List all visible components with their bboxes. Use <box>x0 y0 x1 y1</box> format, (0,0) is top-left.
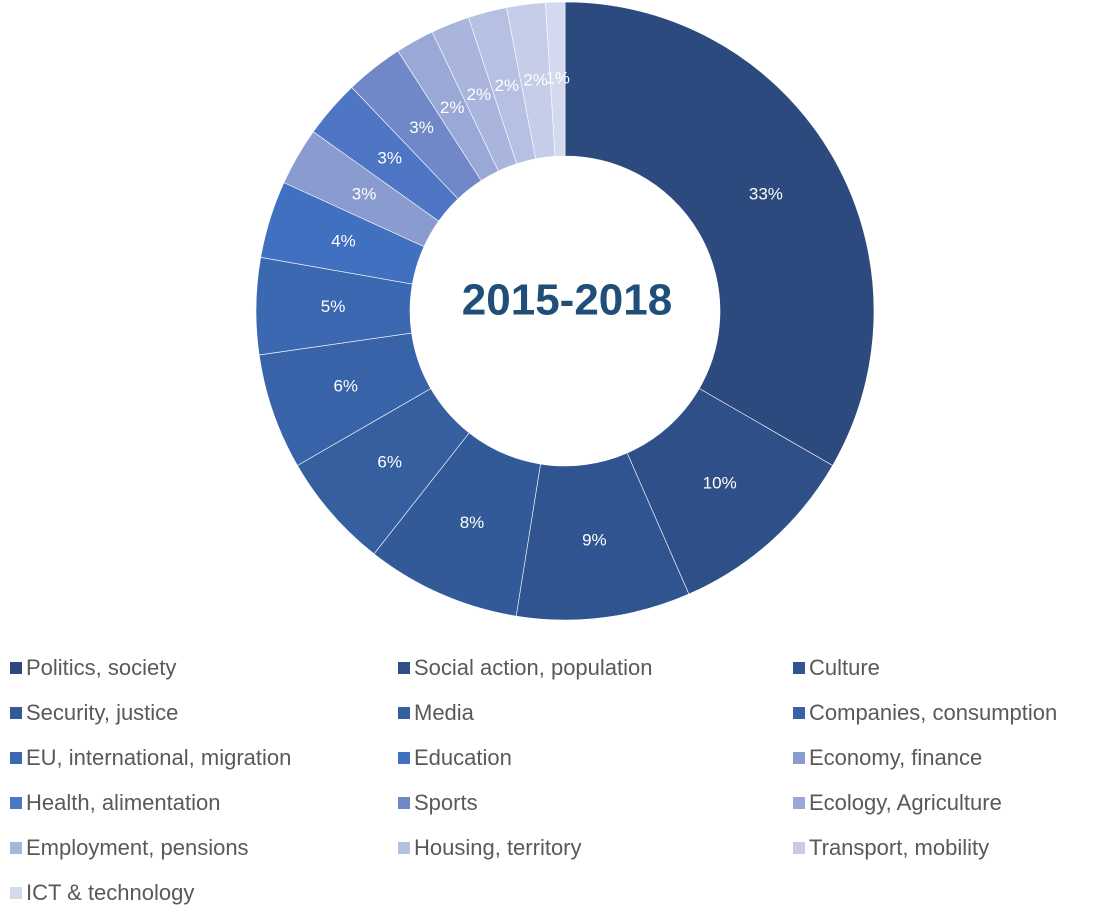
legend-label: Economy, finance <box>809 745 982 770</box>
data-label: 2% <box>440 98 465 117</box>
data-label: 2% <box>466 85 491 104</box>
legend-swatch <box>398 752 410 764</box>
legend-swatch <box>398 662 410 674</box>
legend-label: Ecology, Agriculture <box>809 790 1002 815</box>
legend-swatch <box>398 707 410 719</box>
data-label: 6% <box>333 376 358 395</box>
data-label: 2% <box>494 76 519 95</box>
legend-label: Media <box>414 700 475 725</box>
legend-swatch <box>793 797 805 809</box>
data-label: 6% <box>377 452 402 471</box>
data-label: 3% <box>352 184 377 203</box>
data-label: 5% <box>321 297 346 316</box>
legend-label: Employment, pensions <box>26 835 249 860</box>
legend-label: Culture <box>809 655 880 680</box>
legend-swatch <box>398 797 410 809</box>
legend-swatch <box>10 752 22 764</box>
legend-swatch <box>793 752 805 764</box>
legend-swatch <box>793 707 805 719</box>
legend-label: EU, international, migration <box>26 745 291 770</box>
legend-swatch <box>10 797 22 809</box>
data-label: 3% <box>377 149 402 168</box>
legend-label: ICT & technology <box>26 880 194 905</box>
legend-label: Transport, mobility <box>809 835 989 860</box>
chart-title: 2015-2018 <box>462 276 672 325</box>
legend-swatch <box>793 842 805 854</box>
legend-label: Politics, society <box>26 655 176 680</box>
data-label: 10% <box>703 473 737 492</box>
data-label: 1% <box>545 69 570 88</box>
data-label: 8% <box>460 513 485 532</box>
legend-swatch <box>793 662 805 674</box>
data-label: 33% <box>749 184 783 203</box>
legend-swatch <box>10 662 22 674</box>
legend-label: Education <box>414 745 512 770</box>
data-label: 2% <box>523 70 548 89</box>
legend-swatch <box>398 842 410 854</box>
data-label: 3% <box>409 118 434 137</box>
donut-segment <box>564 1 875 466</box>
donut-segment <box>545 1 566 157</box>
legend-label: Health, alimentation <box>26 790 220 815</box>
legend-label: Sports <box>414 790 478 815</box>
data-label: 9% <box>582 531 607 550</box>
legend-label: Companies, consumption <box>809 700 1057 725</box>
data-label: 4% <box>331 232 356 251</box>
legend-swatch <box>10 887 22 899</box>
legend-swatch <box>10 707 22 719</box>
legend-label: Housing, territory <box>414 835 582 860</box>
legend-swatch <box>10 842 22 854</box>
legend-label: Security, justice <box>26 700 178 725</box>
legend-label: Social action, population <box>414 655 653 680</box>
